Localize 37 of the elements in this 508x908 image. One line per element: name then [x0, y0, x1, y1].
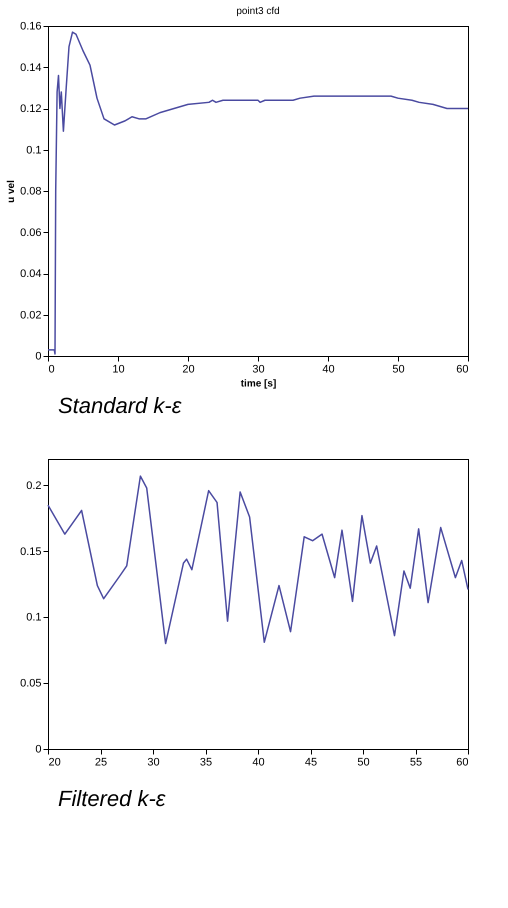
y-tick-label: 0.08	[20, 186, 42, 198]
line-series	[47, 475, 469, 644]
y-tick-label: 0.1	[26, 144, 42, 156]
y-tick-label: 0.1	[26, 612, 42, 624]
y-tick-label: 0.14	[20, 62, 42, 74]
text: Filtered k-ε	[58, 786, 166, 811]
x-tick-label: 50	[392, 364, 405, 376]
x-tick-label: 60	[456, 756, 468, 768]
x-tick-label: 45	[304, 756, 318, 768]
x-tick-label: 55	[410, 756, 422, 768]
x-tick-label: 60	[456, 364, 468, 376]
x-tick-label: 40	[322, 364, 335, 376]
y-tick-label: 0.05	[20, 678, 42, 690]
y-tick-label: 0.12	[20, 103, 42, 115]
x-tick-label: 10	[112, 364, 125, 376]
chart-title: point3 cfd	[236, 6, 280, 17]
text: Standard k-ε	[58, 393, 182, 418]
y-tick-label: 0.2	[26, 480, 42, 492]
y-axis-title: u vel	[6, 180, 18, 203]
x-axis-title: time [s]	[240, 378, 276, 390]
x-tick-label: 20	[182, 364, 195, 376]
y-tick-label: 0	[35, 744, 42, 756]
x-tick-label: 30	[147, 756, 160, 768]
x-tick-label: 35	[200, 756, 212, 768]
line-series	[47, 31, 469, 355]
x-tick-label: 50	[357, 756, 370, 768]
x-tick-label: 20	[48, 756, 61, 768]
x-tick-label: 25	[94, 756, 108, 768]
x-tick-label: 30	[252, 364, 265, 376]
x-tick-label: 0	[48, 364, 55, 376]
y-tick-label: 0.16	[20, 20, 42, 32]
y-tick-label: 0.02	[20, 309, 42, 322]
y-tick-label: 0.06	[20, 226, 42, 239]
y-tick-label: 0	[35, 350, 42, 362]
x-tick-label: 40	[252, 756, 265, 768]
y-tick-label: 0.15	[20, 546, 42, 558]
y-tick-label: 0.04	[20, 268, 42, 280]
